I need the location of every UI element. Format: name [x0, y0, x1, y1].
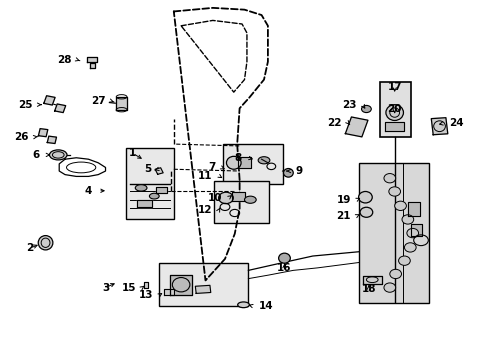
Bar: [126, 148, 173, 220]
Text: 9: 9: [295, 166, 302, 176]
Polygon shape: [430, 118, 447, 135]
Polygon shape: [39, 129, 48, 137]
Bar: [379, 82, 410, 137]
Text: 26: 26: [15, 132, 29, 142]
Polygon shape: [195, 285, 210, 293]
Ellipse shape: [226, 156, 241, 169]
Ellipse shape: [383, 174, 395, 183]
Text: 6: 6: [32, 150, 40, 160]
Polygon shape: [44, 96, 55, 105]
Text: 11: 11: [198, 171, 212, 181]
Ellipse shape: [394, 201, 406, 211]
Polygon shape: [238, 157, 250, 168]
Polygon shape: [362, 276, 381, 284]
Text: 12: 12: [198, 206, 212, 216]
Text: 22: 22: [327, 118, 341, 128]
Ellipse shape: [406, 228, 418, 238]
Text: 25: 25: [18, 100, 32, 110]
Ellipse shape: [258, 157, 269, 164]
Polygon shape: [231, 192, 245, 201]
Ellipse shape: [398, 256, 409, 265]
Ellipse shape: [401, 215, 413, 224]
Ellipse shape: [383, 283, 395, 292]
Ellipse shape: [237, 302, 249, 308]
Text: 2: 2: [26, 243, 34, 253]
Text: 14: 14: [259, 301, 273, 311]
Ellipse shape: [359, 207, 372, 217]
Bar: [222, 144, 282, 184]
Ellipse shape: [361, 105, 370, 113]
Ellipse shape: [135, 185, 147, 191]
Polygon shape: [155, 168, 163, 174]
Ellipse shape: [49, 150, 67, 160]
Polygon shape: [156, 187, 166, 193]
Text: 13: 13: [138, 291, 153, 301]
Text: 8: 8: [234, 153, 242, 163]
Ellipse shape: [404, 243, 415, 252]
Text: 16: 16: [277, 263, 291, 273]
Ellipse shape: [278, 253, 290, 263]
Ellipse shape: [283, 168, 293, 177]
Text: 3: 3: [102, 283, 109, 293]
Polygon shape: [47, 136, 57, 144]
Ellipse shape: [385, 105, 403, 121]
Text: 28: 28: [57, 55, 71, 65]
Text: 27: 27: [91, 96, 105, 106]
Polygon shape: [170, 275, 192, 294]
Ellipse shape: [244, 196, 256, 203]
Ellipse shape: [388, 187, 400, 196]
Polygon shape: [55, 104, 65, 113]
Polygon shape: [407, 202, 419, 216]
Text: 7: 7: [207, 162, 215, 172]
Text: 15: 15: [122, 283, 136, 293]
Polygon shape: [87, 57, 97, 62]
Text: 24: 24: [448, 118, 463, 128]
Ellipse shape: [389, 269, 401, 279]
Text: 4: 4: [85, 186, 92, 196]
Polygon shape: [384, 122, 404, 131]
Bar: [214, 181, 268, 223]
Text: 19: 19: [336, 195, 350, 205]
Text: 17: 17: [386, 82, 401, 92]
Text: 5: 5: [144, 164, 152, 174]
Polygon shape: [137, 200, 152, 207]
Polygon shape: [410, 224, 421, 237]
Polygon shape: [116, 97, 127, 109]
Bar: [159, 263, 248, 306]
Polygon shape: [345, 117, 367, 137]
Bar: [358, 163, 428, 303]
Polygon shape: [143, 282, 148, 288]
Ellipse shape: [218, 192, 233, 204]
Ellipse shape: [38, 235, 53, 250]
Polygon shape: [90, 63, 95, 68]
Ellipse shape: [358, 192, 371, 203]
Text: 23: 23: [342, 100, 356, 110]
Text: 20: 20: [386, 104, 401, 114]
Text: 10: 10: [207, 193, 222, 203]
Polygon shape: [163, 289, 173, 295]
Text: 18: 18: [361, 284, 375, 294]
Text: 1: 1: [128, 148, 136, 158]
Text: 21: 21: [336, 211, 350, 221]
Ellipse shape: [149, 193, 159, 199]
